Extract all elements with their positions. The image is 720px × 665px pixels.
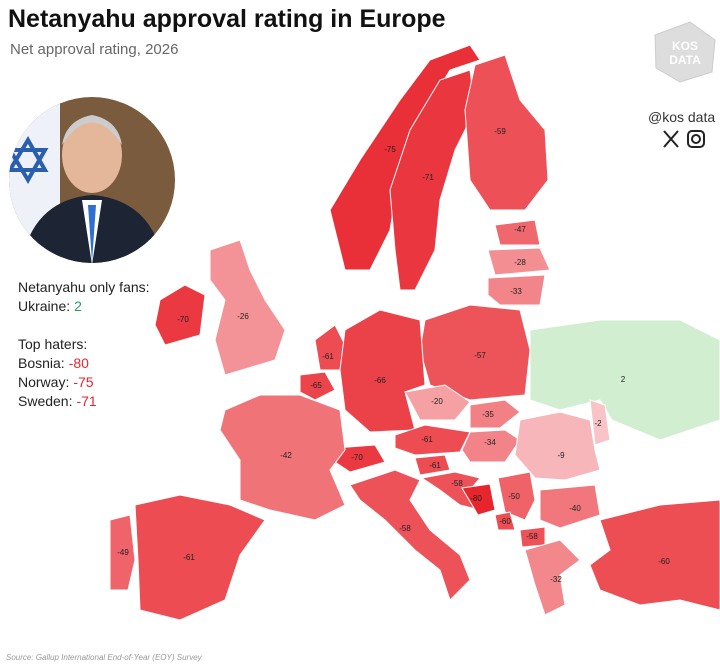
logo-bottom: DATA [669, 53, 701, 67]
region [529, 319, 720, 441]
logo: KOS DATA [654, 21, 716, 83]
region-label: -80 [470, 494, 482, 503]
note-label: Sweden: [18, 393, 72, 409]
region [209, 239, 286, 376]
region [154, 284, 206, 346]
region-label: -61 [183, 553, 195, 562]
region-label: -58 [451, 479, 463, 488]
region-label: -70 [351, 453, 363, 462]
region-label: -57 [474, 351, 486, 360]
region-label: -33 [510, 287, 522, 296]
region-label: 2 [621, 375, 626, 384]
region-label: -60 [499, 517, 511, 526]
region-label: -61 [421, 435, 433, 444]
region-label: -9 [557, 451, 565, 460]
region [219, 394, 346, 521]
note-item: Bosnia: -80 [18, 355, 89, 371]
region-label: -61 [322, 352, 334, 361]
handle: @kos data [648, 109, 715, 125]
region [134, 494, 266, 621]
note-item: Ukraine: 2 [18, 298, 82, 314]
region [487, 274, 546, 306]
note-label: Norway: [18, 374, 69, 390]
region-label: -71 [422, 173, 434, 182]
note-value: -71 [76, 393, 96, 409]
region-label: -28 [514, 258, 526, 267]
source: Source: Gallup International End-of-Year… [6, 653, 203, 662]
region [524, 539, 581, 616]
region [339, 309, 426, 433]
note-heading: Top haters: [18, 336, 87, 352]
region-label: -49 [117, 548, 129, 557]
region [464, 54, 549, 211]
region-label: -75 [384, 145, 396, 154]
region [494, 511, 516, 531]
note-value: -75 [73, 374, 93, 390]
region [349, 469, 471, 601]
region-label: -66 [374, 376, 386, 385]
region [404, 384, 471, 421]
notes: Netanyahu only fans: Ukraine: 2 Top haters:… [18, 279, 150, 409]
region [497, 471, 536, 521]
region-label: -35 [482, 410, 494, 419]
note-item: Norway: -75 [18, 374, 94, 390]
region-label: -47 [514, 225, 526, 234]
logo-top: KOS [672, 39, 698, 53]
title: Netanyahu approval rating in Europe [8, 5, 446, 33]
region-label: -61 [429, 461, 441, 470]
region [109, 514, 136, 591]
region [394, 424, 471, 456]
note-item: Sweden: -71 [18, 393, 97, 409]
region-label: -58 [399, 524, 411, 533]
region-label: -70 [177, 315, 189, 324]
region [589, 499, 720, 611]
note-label: Ukraine: [18, 298, 70, 314]
region-label: -2 [594, 419, 602, 428]
region-label: -32 [550, 575, 562, 584]
note-value: 2 [74, 298, 82, 314]
labels: -75 -71 -59 -47 -28 -33 -70 -26 -57 2 -61 -65 -66 -20… [117, 127, 670, 584]
portrait [9, 97, 175, 263]
subtitle: Net approval rating, 2026 [10, 41, 178, 58]
note-heading: Netanyahu only fans: [18, 279, 150, 295]
note-value: -80 [69, 355, 89, 371]
region [469, 399, 521, 429]
region-label: -58 [526, 532, 538, 541]
region-label: -60 [658, 557, 670, 566]
region-label: -50 [508, 492, 520, 501]
region [589, 399, 611, 446]
region [299, 371, 336, 401]
social-icons [663, 130, 705, 148]
region [494, 219, 541, 246]
region [514, 411, 601, 481]
region [487, 247, 551, 276]
region-label: -59 [494, 127, 506, 136]
region-label: -40 [569, 504, 581, 513]
note-label: Bosnia: [18, 355, 65, 371]
region-label: -34 [484, 438, 496, 447]
region [461, 429, 521, 463]
regions [109, 44, 720, 621]
region [461, 483, 496, 516]
region-label: -65 [310, 381, 322, 390]
region-label: -42 [280, 451, 292, 460]
region-label: -20 [431, 397, 443, 406]
region [539, 484, 601, 529]
region [389, 69, 476, 291]
region-label: -26 [237, 312, 249, 321]
region [414, 454, 451, 476]
